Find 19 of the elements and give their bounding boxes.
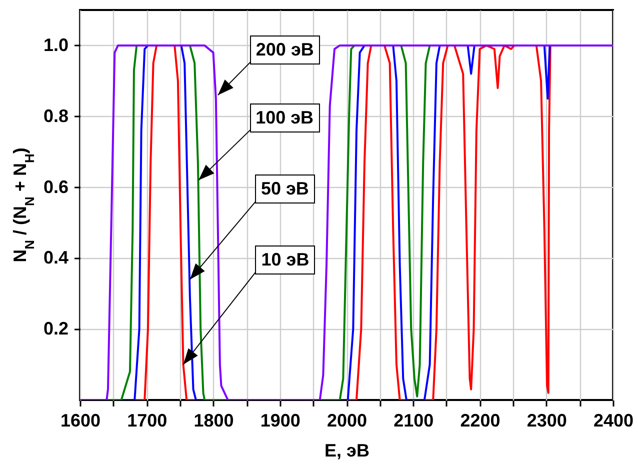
annotation: 200 эВ <box>250 36 320 65</box>
y-tick-label: 0.2 <box>43 318 68 339</box>
y-tick-label: 0.8 <box>43 106 68 126</box>
annotation: 10 эВ <box>255 245 316 274</box>
x-axis-title: E, эВ <box>324 440 370 460</box>
y-tick-label: 0.4 <box>43 248 68 268</box>
annotation: 100 эВ <box>250 104 320 133</box>
y-tick-label: 0.6 <box>43 176 68 197</box>
annotation: 50 эВ <box>254 174 315 204</box>
x-tick-label: 1600 <box>60 410 101 430</box>
x-tick-label: 1800 <box>194 410 234 430</box>
y-tick-label: 1.0 <box>43 34 68 55</box>
x-tick-label: 1900 <box>260 410 300 430</box>
x-tick-label: 2000 <box>326 410 368 430</box>
x-tick-label: 1700 <box>127 410 168 430</box>
x-tick-label: 2300 <box>526 410 567 430</box>
x-tick-label: 2200 <box>460 410 500 430</box>
x-tick-label: 2100 <box>394 410 434 430</box>
x-tick-label: 2400 <box>593 410 634 430</box>
